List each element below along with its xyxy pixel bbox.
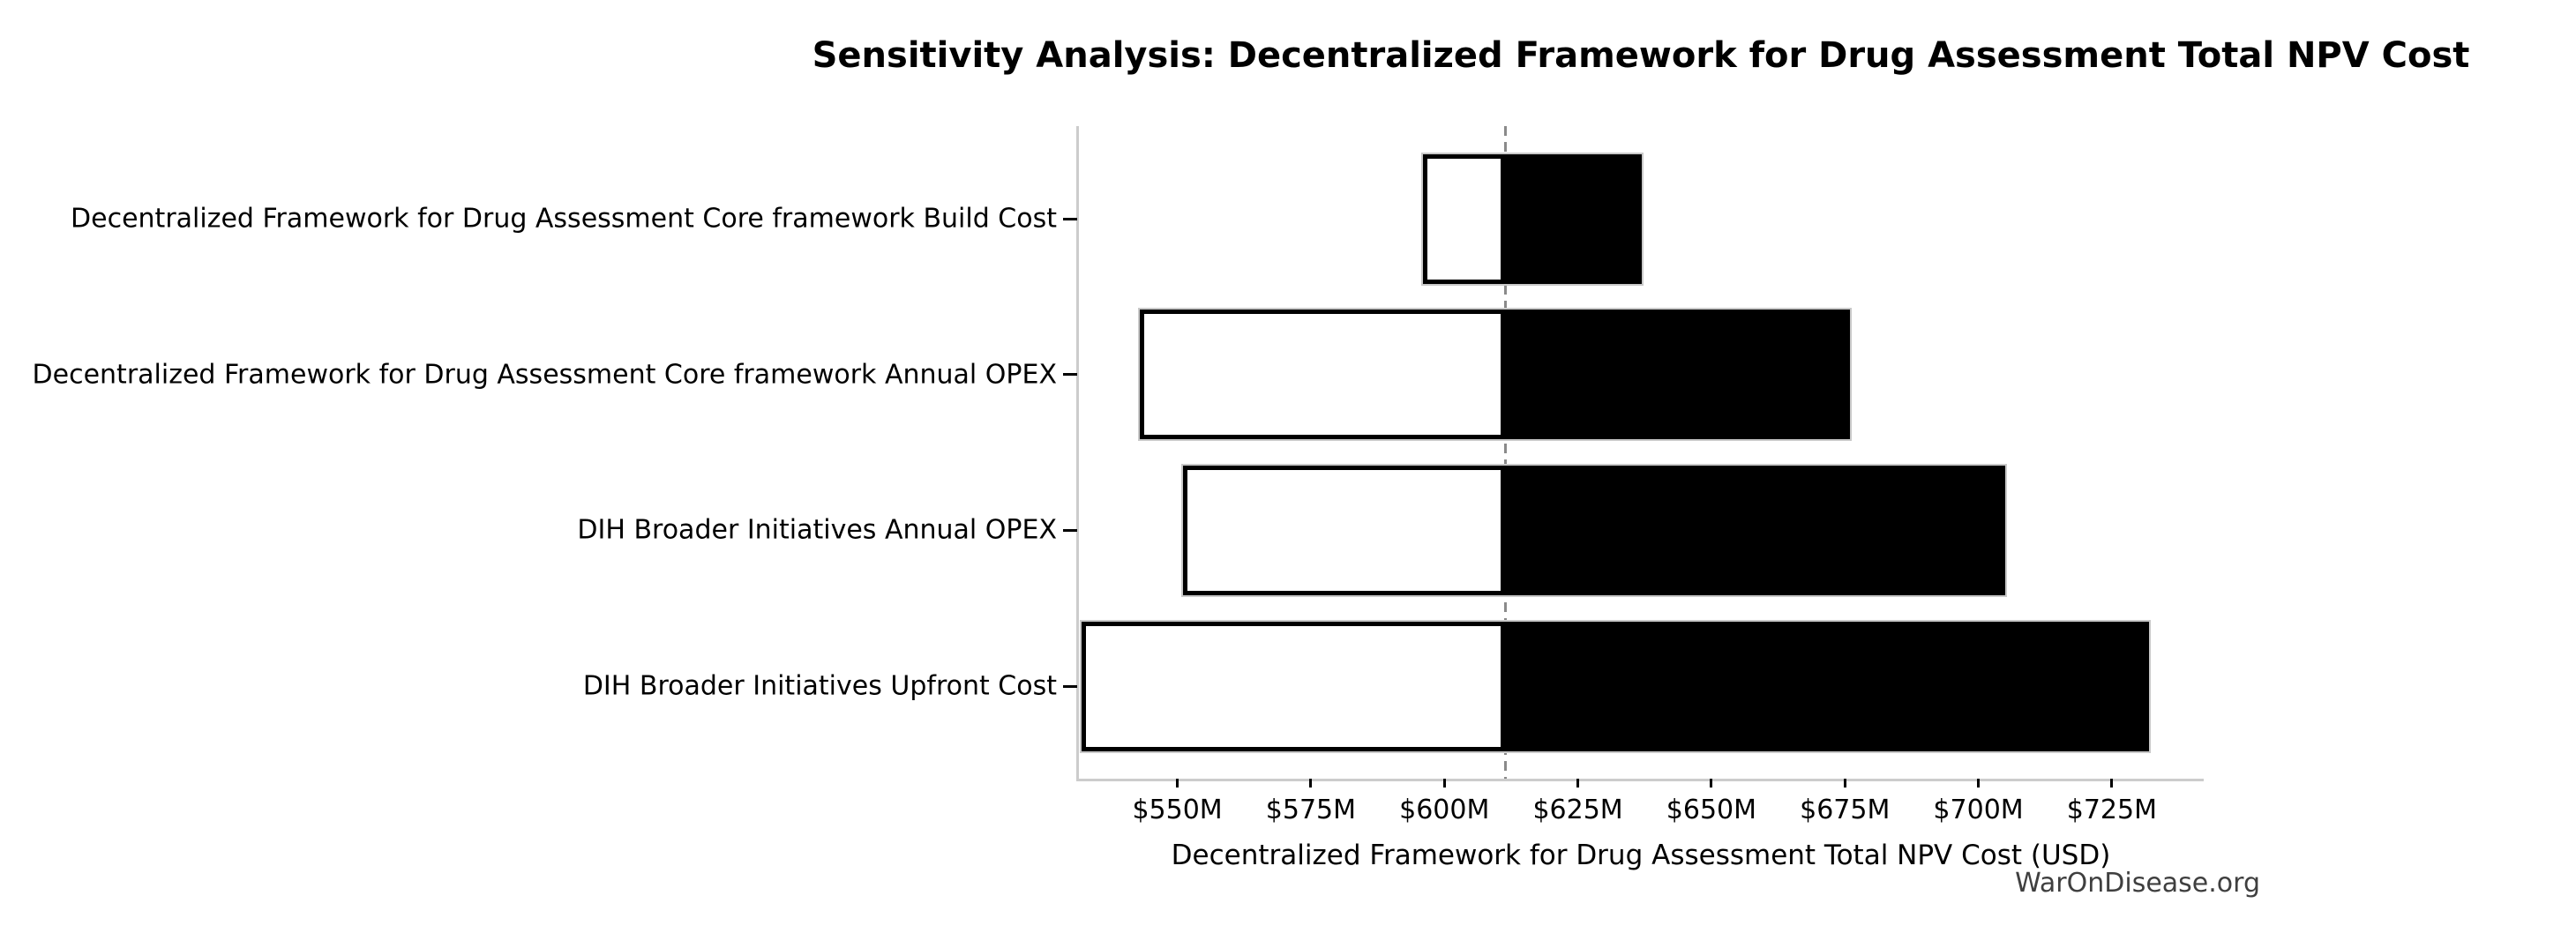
x-tick-mark	[1309, 779, 1313, 788]
x-tick-mark	[1176, 779, 1179, 788]
x-tick-label: $675M	[1800, 795, 1891, 825]
x-tick-mark	[2110, 779, 2114, 788]
y-tick-mark	[1063, 373, 1077, 377]
x-tick-mark	[1442, 779, 1446, 788]
x-tick-label: $625M	[1532, 795, 1623, 825]
x-tick-mark	[1576, 779, 1580, 788]
bar-low-segment	[1081, 621, 1506, 751]
x-tick-mark	[1977, 779, 1981, 788]
y-tick-mark	[1063, 217, 1077, 220]
tornado-bar-row	[1421, 152, 1644, 286]
baseline-dashed-line	[1503, 126, 1507, 779]
x-tick-label: $650M	[1666, 795, 1757, 825]
bar-low-segment	[1182, 465, 1506, 595]
y-tick-mark	[1063, 684, 1077, 688]
bar-low-segment	[1423, 153, 1506, 284]
y-axis-spine	[1076, 126, 1079, 779]
y-tick-label: Decentralized Framework for Drug Assessm…	[32, 359, 1057, 391]
y-tick-label: Decentralized Framework for Drug Assessm…	[71, 203, 1057, 235]
watermark: WarOnDisease.org	[2015, 868, 2260, 899]
y-tick-label: DIH Broader Initiatives Upfront Cost	[582, 670, 1057, 702]
x-tick-label: $600M	[1399, 795, 1490, 825]
x-tick-mark	[1710, 779, 1713, 788]
y-tick-label: DIH Broader Initiatives Annual OPEX	[577, 514, 1057, 546]
x-tick-label: $725M	[2066, 795, 2157, 825]
x-tick-label: $550M	[1132, 795, 1223, 825]
x-axis-spine	[1076, 779, 2204, 781]
tornado-bar-row	[1138, 308, 1853, 442]
bar-low-segment	[1140, 310, 1506, 440]
tornado-bar-row	[1180, 463, 2007, 597]
x-tick-label: $575M	[1265, 795, 1357, 825]
chart-title: Sensitivity Analysis: Decentralized Fram…	[812, 35, 2470, 76]
y-tick-mark	[1063, 528, 1077, 532]
x-tick-label: $700M	[1933, 795, 2024, 825]
tornado-bar-row	[1079, 619, 2152, 753]
x-axis-label: Decentralized Framework for Drug Assessm…	[1171, 840, 2111, 871]
x-tick-mark	[1843, 779, 1846, 788]
